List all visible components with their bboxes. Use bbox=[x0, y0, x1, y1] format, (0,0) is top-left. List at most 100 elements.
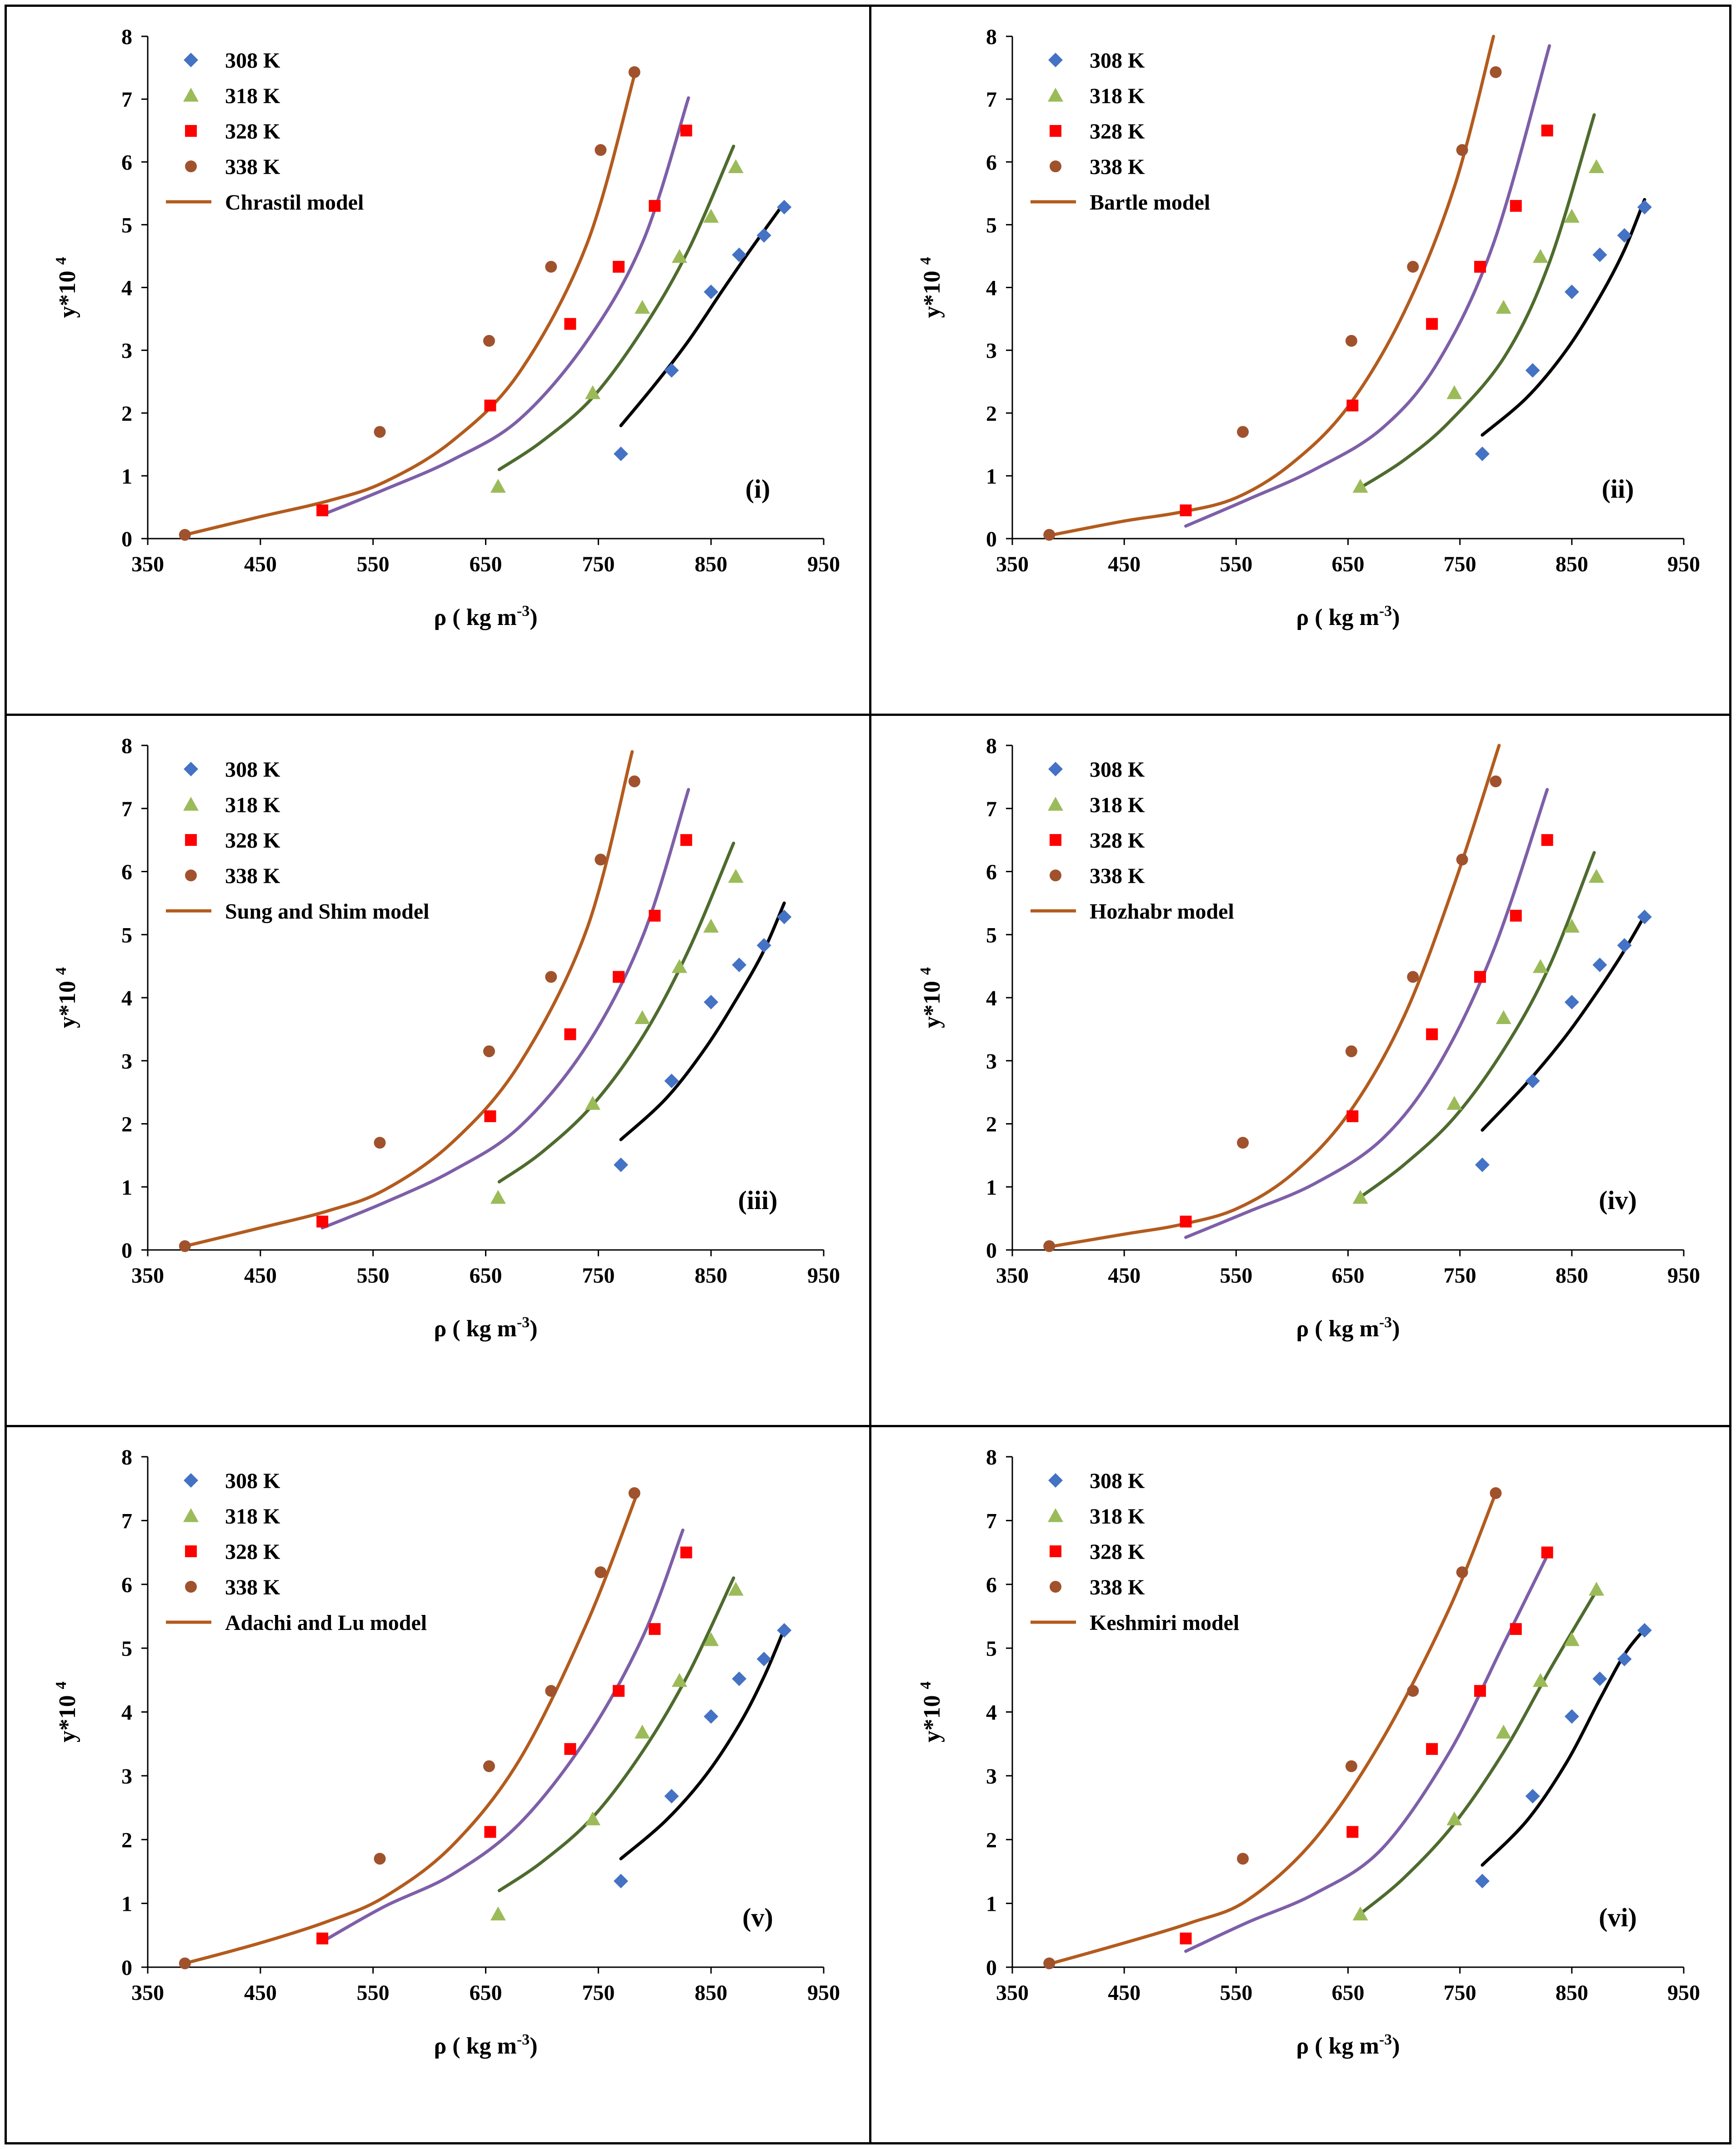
y-tick-label: 4 bbox=[121, 986, 132, 1010]
y-axis-title: y*10 4 bbox=[53, 967, 80, 1028]
data-point-328k bbox=[1474, 260, 1486, 273]
y-tick-label: 8 bbox=[121, 1445, 132, 1469]
legend-marker-318k bbox=[1048, 797, 1063, 811]
data-point-338k bbox=[483, 1045, 495, 1057]
data-point-338k bbox=[1345, 1045, 1357, 1057]
chart-panel-ii: 0 1 2 3 4 5 6 7 8 350 450 550 650 750 850 950 ρ ( kg m-3… bbox=[871, 7, 1735, 714]
data-point-338k bbox=[1407, 1685, 1419, 1697]
data-point-318k bbox=[1352, 479, 1368, 493]
data-point-308k bbox=[1525, 1789, 1540, 1804]
panel-label: (iii) bbox=[738, 1185, 778, 1215]
y-tick-label: 0 bbox=[986, 527, 997, 551]
y-tick-label: 5 bbox=[986, 213, 997, 237]
panel-label: (iv) bbox=[1599, 1185, 1637, 1215]
model-curve-338k bbox=[183, 69, 637, 537]
data-point-328k bbox=[484, 1826, 496, 1838]
y-tick-label: 3 bbox=[986, 1764, 997, 1789]
data-point-338k bbox=[1456, 1566, 1468, 1579]
data-point-308k bbox=[704, 285, 719, 300]
y-tick-label: 4 bbox=[986, 276, 997, 300]
data-point-318k bbox=[1446, 385, 1462, 400]
data-point-318k bbox=[703, 1632, 719, 1646]
data-point-308k bbox=[613, 1874, 628, 1889]
x-axis-title: ρ ( kg m-3) bbox=[434, 1314, 537, 1342]
data-point-318k bbox=[1564, 919, 1580, 933]
x-tick-label: 450 bbox=[244, 1981, 277, 2005]
data-point-308k bbox=[1564, 285, 1579, 300]
x-tick-label: 550 bbox=[1220, 552, 1252, 576]
data-point-328k bbox=[680, 834, 692, 846]
data-point-328k bbox=[612, 260, 625, 273]
x-tick-label: 450 bbox=[244, 552, 277, 576]
x-tick-label: 750 bbox=[582, 1981, 615, 2005]
data-point-318k bbox=[585, 1096, 600, 1110]
y-axis-title: y*10 4 bbox=[917, 1682, 945, 1743]
data-point-328k bbox=[1180, 504, 1192, 516]
data-point-328k bbox=[1474, 1685, 1486, 1697]
data-point-338k bbox=[374, 1853, 386, 1865]
x-tick-label: 650 bbox=[1332, 552, 1365, 576]
data-point-308k bbox=[777, 910, 792, 925]
y-tick-label: 4 bbox=[986, 1701, 997, 1725]
data-point-318k bbox=[703, 209, 719, 223]
x-tick-label: 950 bbox=[807, 1264, 840, 1288]
model-curve-328k bbox=[320, 788, 690, 1229]
legend-marker-308k bbox=[184, 1473, 198, 1488]
x-tick-label: 350 bbox=[996, 1981, 1029, 2005]
legend-marker-338k bbox=[1050, 160, 1061, 172]
data-point-328k bbox=[564, 1028, 576, 1040]
legend-label: Keshmiri model bbox=[1090, 1611, 1239, 1635]
data-point-318k bbox=[1496, 1724, 1511, 1739]
y-tick-label: 2 bbox=[986, 402, 997, 426]
x-tick-label: 650 bbox=[1332, 1264, 1365, 1288]
legend-label: 328 K bbox=[225, 1540, 280, 1564]
y-tick-label: 7 bbox=[986, 1509, 997, 1533]
data-point-318k bbox=[1496, 300, 1511, 314]
y-tick-label: 6 bbox=[121, 860, 132, 885]
data-point-318k bbox=[1564, 209, 1580, 223]
legend-marker-338k bbox=[1050, 1581, 1061, 1593]
x-tick-label: 850 bbox=[695, 1981, 727, 2005]
legend-marker-318k bbox=[1048, 88, 1063, 102]
data-point-308k bbox=[1525, 1074, 1540, 1089]
data-point-308k bbox=[1592, 957, 1607, 972]
x-tick-label: 950 bbox=[1667, 552, 1700, 576]
data-point-338k bbox=[1407, 971, 1419, 983]
y-tick-label: 8 bbox=[986, 25, 997, 49]
data-point-338k bbox=[628, 1487, 640, 1499]
data-point-328k bbox=[1541, 125, 1553, 137]
legend-label: Sung and Shim model bbox=[225, 900, 430, 924]
data-point-338k bbox=[1043, 1957, 1056, 1969]
legend-marker-338k bbox=[185, 1581, 197, 1593]
legend-label: 308 K bbox=[225, 49, 280, 73]
panel-label: (v) bbox=[742, 1903, 773, 1932]
y-tick-label: 2 bbox=[121, 402, 132, 426]
data-point-338k bbox=[374, 426, 386, 438]
data-point-318k bbox=[490, 1906, 506, 1921]
data-point-318k bbox=[703, 919, 719, 933]
legend-marker-308k bbox=[1048, 762, 1063, 776]
chart-panel-vi: 0 1 2 3 4 5 6 7 8 350 450 550 650 750 850 950 ρ ( kg m-3… bbox=[871, 1427, 1735, 2142]
data-point-338k bbox=[1456, 144, 1468, 156]
legend-label: 328 K bbox=[1090, 829, 1145, 853]
data-point-338k bbox=[1345, 1760, 1357, 1772]
chart-panel-i: 0 1 2 3 4 5 6 7 8 350 450 550 650 750 850 950 ρ ( kg m-3… bbox=[7, 7, 871, 714]
y-tick-label: 4 bbox=[121, 1701, 132, 1725]
data-point-328k bbox=[612, 1685, 625, 1697]
x-tick-label: 450 bbox=[1108, 1264, 1141, 1288]
data-point-308k bbox=[704, 995, 719, 1010]
data-point-318k bbox=[728, 159, 744, 173]
data-point-328k bbox=[484, 1110, 496, 1122]
model-curve-338k bbox=[1047, 744, 1501, 1249]
data-point-328k bbox=[1541, 1546, 1553, 1559]
y-tick-label: 2 bbox=[121, 1828, 132, 1852]
data-point-308k bbox=[1592, 1671, 1607, 1686]
y-tick-label: 3 bbox=[121, 1764, 132, 1789]
legend-marker-328k bbox=[185, 125, 197, 137]
data-point-338k bbox=[483, 335, 495, 347]
y-tick-label: 6 bbox=[121, 150, 132, 175]
legend-label: Bartle model bbox=[1090, 190, 1210, 215]
x-tick-label: 950 bbox=[1667, 1264, 1700, 1288]
data-point-338k bbox=[545, 1685, 557, 1697]
data-point-318k bbox=[1352, 1906, 1368, 1921]
